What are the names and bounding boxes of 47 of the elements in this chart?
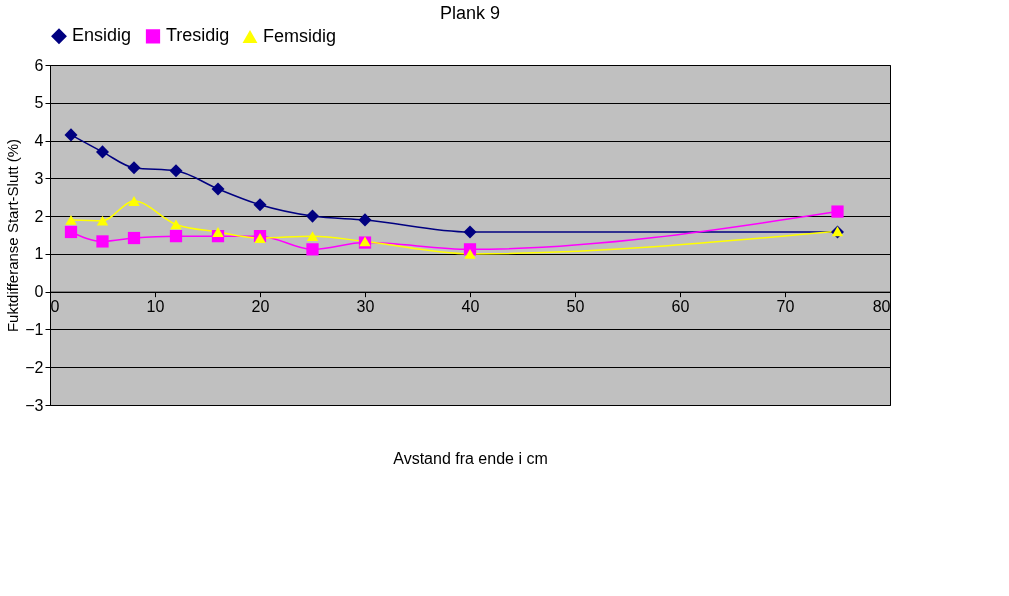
- point: [831, 205, 844, 218]
- y-tick-label: −3: [25, 396, 44, 414]
- x-tick-label: 70: [776, 298, 795, 316]
- x-tick-label: 20: [251, 298, 270, 316]
- point: [463, 225, 477, 239]
- x-tick-label: 30: [356, 298, 375, 316]
- chart-title: Plank 9: [439, 3, 501, 23]
- y-tick-label: 3: [34, 169, 44, 187]
- x-tick-label: 60: [671, 298, 690, 316]
- y-tick-label: −2: [25, 358, 44, 376]
- y-tick-label: 0: [34, 283, 44, 301]
- point: [127, 231, 141, 245]
- point: [306, 231, 319, 242]
- point: [65, 214, 77, 225]
- point: [64, 128, 78, 142]
- x-tick-label: 0: [50, 298, 60, 316]
- point: [127, 161, 141, 175]
- y-tick-label: 4: [34, 132, 44, 150]
- point: [64, 225, 78, 239]
- point: [95, 145, 110, 159]
- point: [128, 196, 140, 206]
- point: [253, 198, 267, 212]
- point: [358, 213, 372, 227]
- point: [464, 248, 476, 259]
- x-tick-label: 80: [872, 298, 891, 316]
- x-axis-title: Avstand fra ende i cm: [393, 449, 548, 467]
- point: [169, 164, 183, 178]
- x-tick-label: 40: [461, 298, 480, 316]
- x-tick-label: 50: [566, 298, 585, 316]
- point: [169, 230, 183, 243]
- legend-label: Femsidig: [263, 26, 337, 46]
- point: [96, 235, 109, 248]
- y-tick-label: 5: [34, 94, 44, 112]
- y-tick-label: 6: [34, 56, 44, 74]
- point: [211, 182, 225, 196]
- point: [306, 243, 319, 256]
- y-tick-label: 2: [34, 207, 44, 225]
- y-axis-title: Fuktdifferanse Start-Slutt (%): [4, 138, 22, 333]
- point: [305, 209, 320, 223]
- point: [96, 215, 109, 226]
- x-tick-label: 10: [146, 298, 165, 316]
- point: [170, 219, 182, 230]
- legend-label: Ensidig: [72, 25, 132, 46]
- y-tick-label: −1: [25, 320, 44, 338]
- legend-label: Tresidig: [166, 25, 230, 46]
- y-tick-label: 1: [34, 245, 44, 263]
- point: [212, 227, 224, 237]
